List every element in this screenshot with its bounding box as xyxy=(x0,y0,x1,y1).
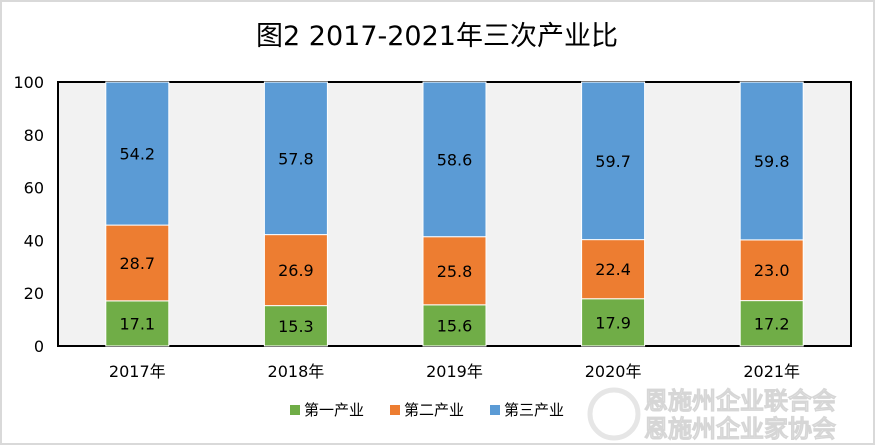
watermark-line1: 恩施州企业联合会 xyxy=(644,387,836,415)
bar-2-2017年 xyxy=(105,224,170,302)
legend-swatch xyxy=(390,405,400,415)
legend-swatch xyxy=(290,405,300,415)
watermark-line2: 恩施州企业家协会 xyxy=(644,415,836,443)
data-label: 17.2 xyxy=(754,314,790,333)
data-label: 54.2 xyxy=(119,145,155,164)
y-tick-label: 40 xyxy=(24,231,44,250)
y-tick-label: 100 xyxy=(13,73,44,92)
data-label: 17.1 xyxy=(119,314,155,333)
data-label: 57.8 xyxy=(278,149,314,168)
data-label: 58.6 xyxy=(437,150,473,169)
bar-3-2019年 xyxy=(422,81,487,238)
bar-1-2018年 xyxy=(263,305,328,347)
y-tick-label: 80 xyxy=(24,126,44,145)
bar-3-2021年 xyxy=(739,81,804,241)
data-label: 15.3 xyxy=(278,317,314,336)
x-tick-label: 2021年 xyxy=(743,362,800,381)
bar-2-2018年 xyxy=(263,234,328,307)
data-label: 22.4 xyxy=(595,260,631,279)
data-label: 25.8 xyxy=(437,262,473,281)
bar-3-2018年 xyxy=(263,81,328,236)
bar-1-2019年 xyxy=(422,304,487,347)
chart-title: 图2 2017-2021年三次产业比 xyxy=(256,21,618,52)
bar-2-2019年 xyxy=(422,236,487,306)
bar-2-2020年 xyxy=(581,239,646,300)
data-label: 28.7 xyxy=(119,254,155,273)
x-tick-label: 2020年 xyxy=(585,362,642,381)
bar-3-2020年 xyxy=(581,81,646,241)
legend-label: 第二产业 xyxy=(404,401,464,419)
bar-3-2017年 xyxy=(105,81,170,226)
data-label: 59.7 xyxy=(595,152,631,171)
data-label: 15.6 xyxy=(437,316,473,335)
data-label: 26.9 xyxy=(278,261,314,280)
data-label: 17.9 xyxy=(595,313,631,332)
y-tick-label: 60 xyxy=(24,179,44,198)
legend-swatch xyxy=(490,405,500,415)
x-tick-label: 2017年 xyxy=(109,362,166,381)
legend-label: 第三产业 xyxy=(504,401,564,419)
bar-2-2021年 xyxy=(739,239,804,302)
watermark: 恩施州企业联合会 恩施州企业家协会 xyxy=(587,387,836,443)
x-tick-label: 2018年 xyxy=(268,362,325,381)
y-tick-label: 20 xyxy=(24,284,44,303)
data-label: 23.0 xyxy=(754,261,790,280)
legend-label: 第一产业 xyxy=(304,401,364,419)
y-tick-label: 0 xyxy=(34,337,44,356)
bar-1-2021年 xyxy=(739,300,804,347)
bar-1-2020年 xyxy=(581,298,646,347)
data-label: 59.8 xyxy=(754,152,790,171)
watermark-logo xyxy=(587,387,641,441)
x-tick-label: 2019年 xyxy=(426,362,483,381)
